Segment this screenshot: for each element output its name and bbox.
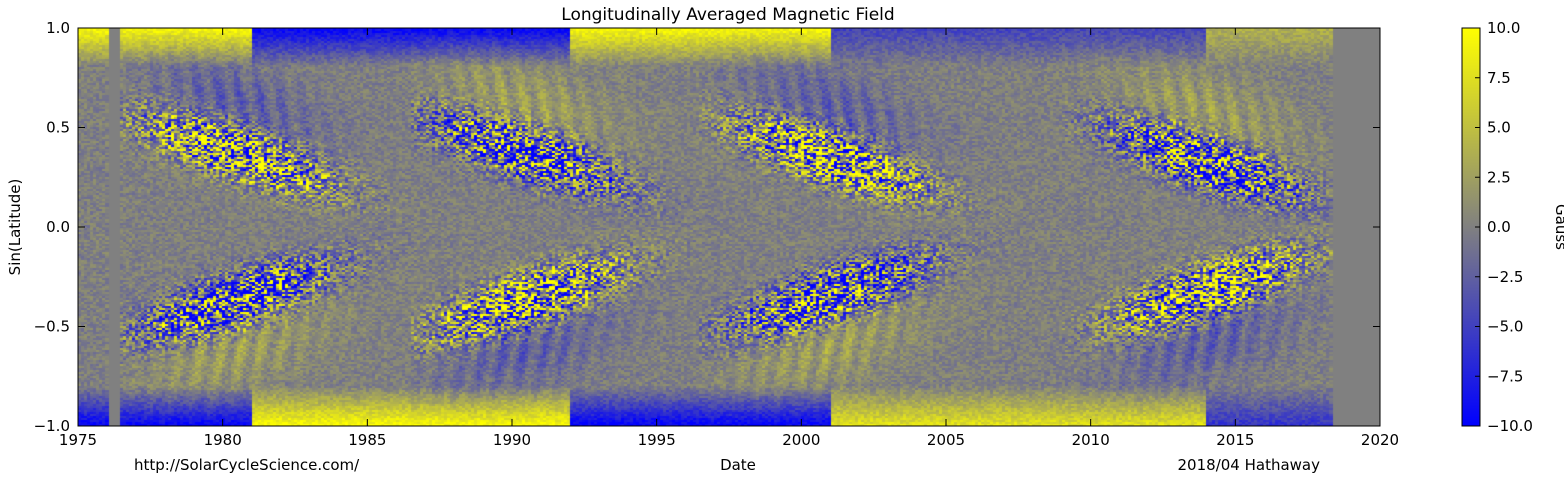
- y-tick-label: −0.5: [34, 318, 70, 336]
- footer-credit: 2018/04 Hathaway: [1178, 456, 1321, 474]
- colorbar-tick-label: −10.0: [1487, 417, 1533, 435]
- x-tick-label: 2020: [1361, 431, 1399, 449]
- colorbar-tick-label: 5.0: [1487, 119, 1511, 137]
- heatmap-image: [78, 28, 1380, 426]
- x-tick-label: 2015: [1216, 431, 1254, 449]
- x-tick-label: 1995: [638, 431, 676, 449]
- x-tick-label: 1975: [59, 431, 97, 449]
- y-axis: −1.0 −0.5 0.0 0.5 1.0: [34, 19, 1380, 435]
- colorbar-label: Gauss: [1552, 204, 1564, 250]
- plot-area: [77, 27, 1381, 427]
- colorbar-tick-label: 2.5: [1487, 168, 1511, 186]
- colorbar: −10.0 −7.5 −5.0 −2.5 0.0 2.5 5.0 7.5 10.0 Gauss: [1461, 19, 1564, 435]
- x-tick-label: 1985: [348, 431, 386, 449]
- chart-title: Longitudinally Averaged Magnetic Field: [561, 5, 894, 25]
- x-tick-label: 1980: [204, 431, 242, 449]
- colorbar-tick-label: −5.0: [1487, 318, 1523, 336]
- colorbar-tick-label: 0.0: [1487, 218, 1511, 236]
- colorbar-tick-label: −7.5: [1487, 367, 1523, 385]
- x-tick-label: 2005: [927, 431, 965, 449]
- y-axis-label: Sin(Latitude): [6, 179, 24, 276]
- colorbar-tick-label: −2.5: [1487, 268, 1523, 286]
- x-tick-label: 2010: [1072, 431, 1110, 449]
- y-tick-label: −1.0: [34, 417, 70, 435]
- x-axis: 1975 1980 1985 1990 1995 2000 2005 2010 2015 2020: [59, 28, 1399, 449]
- colorbar-tick-label: 7.5: [1487, 69, 1511, 87]
- y-tick-label: 0.0: [46, 218, 70, 236]
- footer-url: http://SolarCycleScience.com/: [134, 456, 360, 474]
- y-tick-label: 0.5: [46, 119, 70, 137]
- x-tick-label: 1990: [493, 431, 531, 449]
- y-tick-label: 1.0: [46, 19, 70, 37]
- colorbar-ticks: −10.0 −7.5 −5.0 −2.5 0.0 2.5 5.0 7.5 10.0: [1475, 19, 1533, 435]
- x-axis-label: Date: [720, 456, 756, 474]
- colorbar-tick-label: 10.0: [1487, 19, 1520, 37]
- x-tick-label: 2000: [782, 431, 820, 449]
